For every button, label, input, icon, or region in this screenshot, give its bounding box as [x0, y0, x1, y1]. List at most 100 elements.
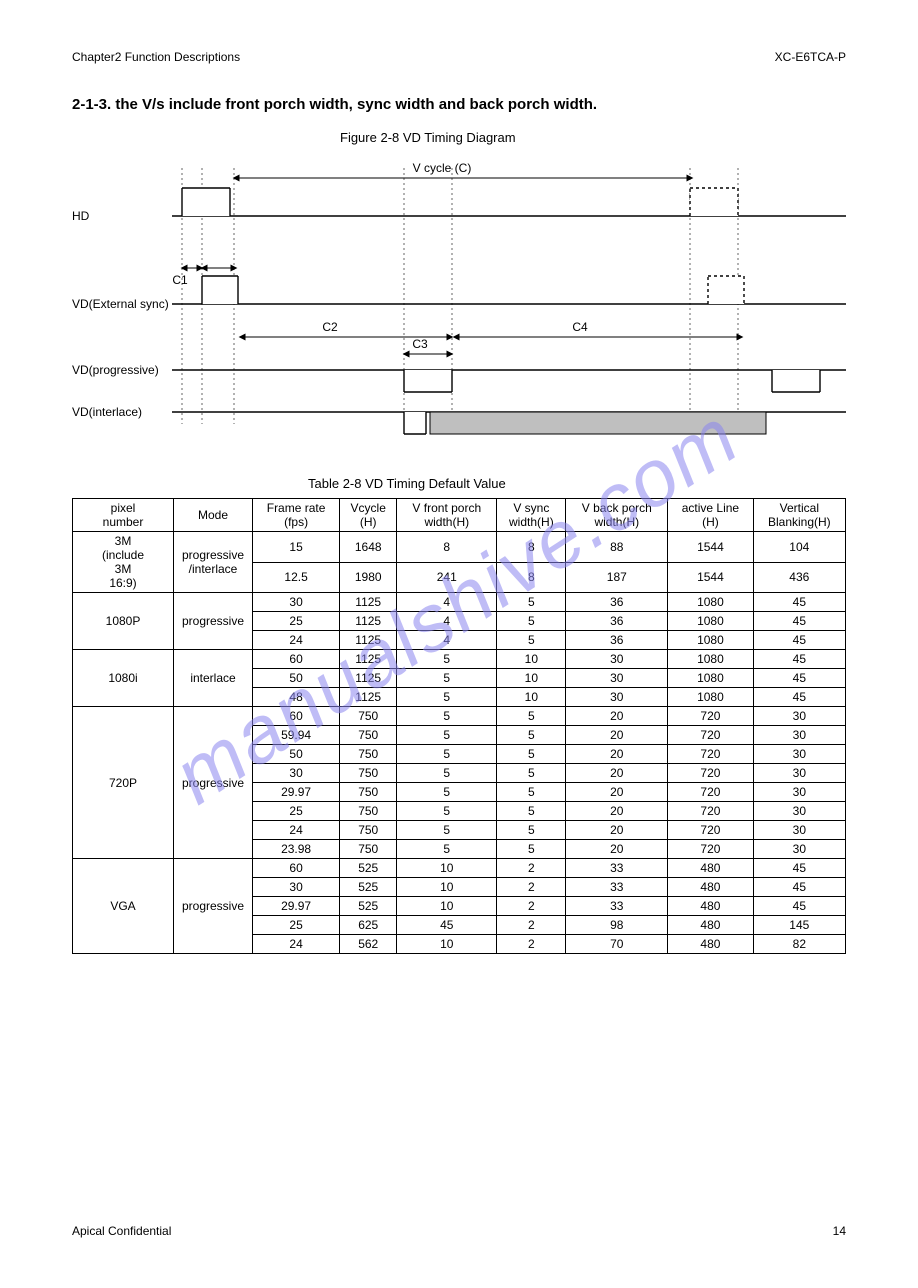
table-cell: 5	[397, 726, 497, 745]
table-cell: 720	[668, 783, 753, 802]
table-cell: 480	[668, 935, 753, 954]
table-cell: 5	[497, 726, 566, 745]
table-cell: 50	[253, 669, 340, 688]
table-cell: 88	[566, 532, 668, 563]
table-header-cell: V front porchwidth(H)	[397, 499, 497, 532]
table-cell: 20	[566, 745, 668, 764]
table-cell: 1080	[668, 593, 753, 612]
table-cell: 25	[253, 916, 340, 935]
table-cell: 30	[253, 878, 340, 897]
header-right: XC-E6TCA-P	[775, 50, 846, 64]
svg-text:C4: C4	[572, 320, 588, 334]
figure-caption: Figure 2-8 VD Timing Diagram	[340, 130, 516, 145]
table-row: 720Pprogressive60750552072030	[73, 707, 846, 726]
timing-row-label: VD(progressive)	[72, 363, 159, 377]
table-cell: 5	[397, 802, 497, 821]
table-cell: progressive	[174, 859, 253, 954]
table-cell: 59.94	[253, 726, 340, 745]
table-cell: 1125	[340, 612, 397, 631]
table-cell: 60	[253, 707, 340, 726]
table-cell: 33	[566, 859, 668, 878]
timing-svg: HD VD(External sync) VD(progressive) VD(int…	[72, 154, 846, 454]
table-cell: 48	[253, 688, 340, 707]
table-cell: 98	[566, 916, 668, 935]
table-cell: 10	[497, 650, 566, 669]
table-cell: 436	[753, 562, 845, 593]
table-cell: 480	[668, 859, 753, 878]
table-cell: 60	[253, 859, 340, 878]
table-cell: 720	[668, 840, 753, 859]
table-cell: 5	[397, 783, 497, 802]
table-cell: 25	[253, 612, 340, 631]
table-header-cell: Frame rate(fps)	[253, 499, 340, 532]
table-cell: 1648	[340, 532, 397, 563]
table-cell: 50	[253, 745, 340, 764]
table-cell: 8	[397, 532, 497, 563]
table-cell: 5	[397, 821, 497, 840]
table-row: 1080iinterlace60112551030108045	[73, 650, 846, 669]
table-header-cell: active Line(H)	[668, 499, 753, 532]
table-cell: 1980	[340, 562, 397, 593]
footer-right: 14	[833, 1224, 846, 1238]
footer-left: Apical Confidential	[72, 1224, 171, 1238]
table-cell: 720	[668, 745, 753, 764]
table-cell: 8	[497, 562, 566, 593]
table-cell: 24	[253, 821, 340, 840]
table-cell: 5	[497, 593, 566, 612]
table-cell: 5	[497, 764, 566, 783]
table-cell: 8	[497, 532, 566, 563]
timing-table: pixelnumberModeFrame rate(fps)Vcycle(H)V…	[72, 498, 846, 954]
timing-row-label: HD	[72, 209, 90, 223]
table-cell: 45	[753, 650, 845, 669]
header-left: Chapter2 Function Descriptions	[72, 50, 240, 64]
table-cell: 5	[497, 802, 566, 821]
table-cell: 30	[253, 593, 340, 612]
timing-row-label: VD(External sync)	[72, 297, 169, 311]
table-cell: 1080P	[73, 593, 174, 650]
table-cell: 480	[668, 897, 753, 916]
table-cell: 30	[753, 707, 845, 726]
svg-text:V cycle (C): V cycle (C)	[413, 161, 472, 175]
table-cell: interlace	[174, 650, 253, 707]
table-cell: 30	[566, 669, 668, 688]
table-cell: 750	[340, 707, 397, 726]
table-cell: progressive	[174, 593, 253, 650]
table-cell: 45	[753, 688, 845, 707]
table-caption: Table 2-8 VD Timing Default Value	[308, 476, 506, 491]
table-cell: 750	[340, 802, 397, 821]
table-cell: 720	[668, 764, 753, 783]
table-cell: 750	[340, 821, 397, 840]
table-cell: 33	[566, 897, 668, 916]
table-cell: 5	[397, 840, 497, 859]
table-cell: 104	[753, 532, 845, 563]
table-cell: 29.97	[253, 783, 340, 802]
table-cell: 187	[566, 562, 668, 593]
table-cell: 23.98	[253, 840, 340, 859]
table-row: 1080Pprogressive3011254536108045	[73, 593, 846, 612]
table-cell: 82	[753, 935, 845, 954]
table-cell: 5	[397, 688, 497, 707]
table-cell: 480	[668, 878, 753, 897]
table-cell: 30	[753, 802, 845, 821]
table-cell: 20	[566, 783, 668, 802]
table-cell: 33	[566, 878, 668, 897]
table-cell: 1544	[668, 532, 753, 563]
table-cell: 30	[566, 650, 668, 669]
timing-row-label: VD(interlace)	[72, 405, 142, 419]
table-cell: 2	[497, 897, 566, 916]
table-cell: 45	[397, 916, 497, 935]
table-cell: 24	[253, 631, 340, 650]
table-cell: 45	[753, 897, 845, 916]
table-cell: 2	[497, 878, 566, 897]
table-cell: 3M(include3M16:9)	[73, 532, 174, 593]
table-cell: 1080	[668, 669, 753, 688]
table-cell: 1125	[340, 593, 397, 612]
page-header: Chapter2 Function Descriptions XC-E6TCA-…	[72, 50, 846, 64]
table-cell: 4	[397, 631, 497, 650]
svg-text:C1: C1	[172, 273, 188, 287]
table-cell: 30	[753, 764, 845, 783]
table-cell: 30	[753, 783, 845, 802]
table-cell: 1080	[668, 631, 753, 650]
table-cell: 30	[753, 821, 845, 840]
table-cell: 30	[753, 745, 845, 764]
